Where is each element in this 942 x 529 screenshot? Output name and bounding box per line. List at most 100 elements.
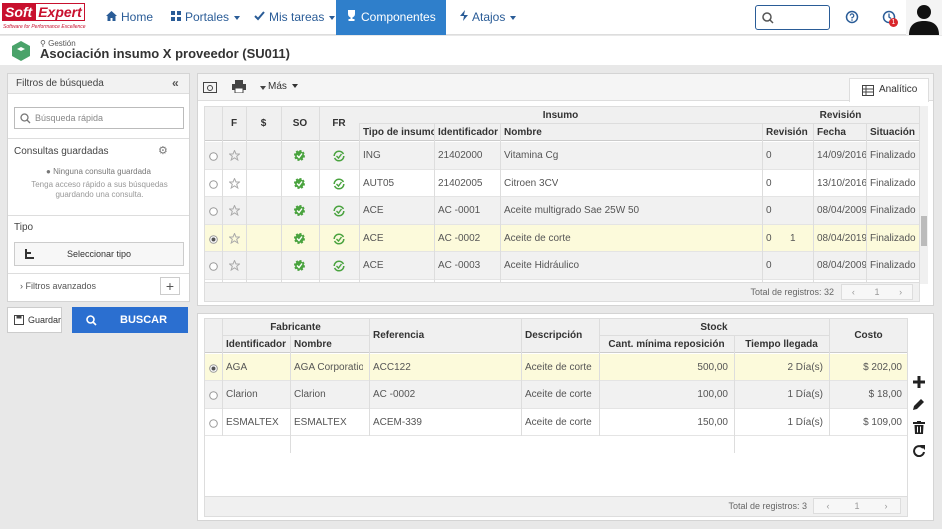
column-header[interactable]: Identificador: [226, 339, 286, 350]
column-divider: [434, 124, 435, 299]
table-row[interactable]: [205, 169, 919, 198]
column-header[interactable]: Descripción: [525, 330, 583, 341]
filter-panel: Filtros de búsqueda « Búsqueda rápida Co…: [7, 73, 190, 302]
column-header[interactable]: Tiempo llegada: [745, 339, 818, 350]
row-radio[interactable]: [209, 207, 218, 216]
column-header[interactable]: Nombre: [294, 339, 332, 350]
column-header[interactable]: Nombre: [504, 127, 542, 138]
quick-search[interactable]: Búsqueda rápida: [14, 107, 184, 129]
row-radio[interactable]: [209, 418, 218, 428]
cell-revision: 0: [766, 232, 772, 244]
column-header[interactable]: Cant. mínima reposición: [608, 339, 725, 350]
fr-icon: [333, 178, 345, 190]
saved-queries-actions[interactable]: ⚙: [158, 145, 168, 157]
table-row[interactable]: [205, 197, 919, 225]
add-filter-button[interactable]: +: [160, 277, 180, 295]
collapse-button[interactable]: «: [172, 76, 179, 90]
refresh-icon[interactable]: [913, 445, 925, 457]
favorite-star[interactable]: [228, 232, 241, 244]
column-header[interactable]: Revisión: [766, 127, 808, 138]
scrollbar[interactable]: [920, 106, 928, 284]
so-icon: [294, 260, 305, 272]
row-radio[interactable]: [209, 234, 218, 244]
column-header[interactable]: Referencia: [373, 330, 425, 341]
cell-descripcion: Aceite de corte: [525, 416, 592, 428]
more-menu[interactable]: Más: [268, 81, 298, 92]
column-divider: [369, 319, 370, 436]
analytic-tab[interactable]: Analítico: [849, 78, 929, 102]
breadcrumb[interactable]: ⚲ Gestión: [40, 39, 76, 48]
column-header[interactable]: Fecha: [817, 127, 846, 138]
cell-identificador: 21402005: [438, 177, 483, 189]
column-divider: [500, 124, 501, 299]
nav-home[interactable]: Home: [96, 0, 163, 35]
cell-fecha: 08/04/2009: [817, 205, 868, 217]
cell-cantidad: 100,00: [697, 389, 728, 401]
group-header: Fabricante: [270, 322, 321, 333]
row-radio[interactable]: [209, 152, 218, 161]
select-type-button[interactable]: Seleccionar tipo: [14, 242, 184, 266]
favorite-star[interactable]: [228, 176, 241, 189]
column-header[interactable]: F: [230, 118, 238, 129]
table-row[interactable]: [205, 381, 907, 409]
global-search[interactable]: [755, 5, 830, 30]
proveedores-grid: Fabricante Stock Identificador Nombre Refere…: [204, 318, 908, 517]
edit-icon[interactable]: [913, 398, 925, 410]
cell-referencia: ACEM-339: [373, 416, 422, 428]
table-row[interactable]: [205, 224, 919, 253]
column-header[interactable]: SO: [292, 118, 308, 129]
cell-nombre: Aceite de corte: [504, 232, 571, 244]
search-button[interactable]: BUSCAR: [72, 307, 188, 333]
column-header[interactable]: Tipo de insumo: [363, 127, 434, 138]
row-radio[interactable]: [209, 179, 218, 189]
cell-nombre: Aceite Hidráulico: [504, 260, 580, 272]
logo-soft: Soft: [2, 3, 36, 21]
search-label: BUSCAR: [120, 314, 168, 326]
cell-costo: $ 18,00: [868, 389, 902, 401]
cell-fecha: 14/09/2016: [817, 150, 868, 161]
nav-componentes[interactable]: Componentes: [336, 0, 446, 55]
table-row[interactable]: [205, 252, 919, 280]
delete-icon[interactable]: [913, 421, 925, 434]
row-radio[interactable]: [209, 364, 218, 373]
page-icon: [12, 41, 30, 61]
nav-atajos[interactable]: Atajos: [450, 0, 526, 35]
nav-portales[interactable]: Portales: [161, 0, 250, 35]
table-row[interactable]: [205, 142, 919, 170]
row-radio[interactable]: [209, 391, 218, 401]
add-icon[interactable]: [913, 376, 925, 388]
nav-label: Home: [121, 10, 154, 24]
save-label: Guardar: [28, 315, 62, 325]
favorite-star[interactable]: [228, 149, 241, 162]
column-header[interactable]: Identificador: [438, 127, 499, 138]
cell-cantidad: 150,00: [697, 416, 728, 428]
grid-header: [205, 319, 907, 353]
column-divider: [319, 107, 320, 282]
advanced-filters[interactable]: › Filtros avanzados: [20, 281, 97, 291]
favorite-star[interactable]: [228, 204, 241, 217]
saved-empty-text: Ninguna consulta guardada: [53, 167, 151, 176]
cell-tiempo: 1 Día(s): [787, 416, 823, 428]
column-header[interactable]: $: [260, 118, 267, 129]
pagination[interactable]: ‹ 1 ›: [813, 498, 901, 514]
favorite-star[interactable]: [228, 259, 241, 272]
save-button[interactable]: Guardar: [7, 307, 62, 333]
column-header[interactable]: Costo: [854, 330, 883, 341]
nav-tareas[interactable]: Mis tareas: [244, 0, 345, 35]
toolbar-view-icon[interactable]: [203, 80, 217, 93]
cell-identificador: ESMALTEX: [226, 416, 279, 428]
column-header[interactable]: Situación: [870, 127, 916, 138]
pagination[interactable]: ‹ 1 ›: [841, 284, 913, 300]
user-avatar[interactable]: [906, 0, 942, 35]
table-row[interactable]: [205, 408, 907, 436]
table-row[interactable]: [205, 354, 907, 382]
column-divider: [246, 107, 247, 282]
cell-situacion: Finalizado: [870, 260, 916, 272]
row-radio[interactable]: [209, 262, 218, 272]
help-icon[interactable]: [845, 10, 859, 24]
saved-queries-title: Consultas guardadas: [14, 146, 109, 157]
logo[interactable]: Soft Expert: [2, 3, 85, 24]
column-header[interactable]: FR: [332, 118, 346, 129]
print-icon[interactable]: [232, 80, 246, 93]
cell-tipo: ING: [363, 150, 381, 161]
